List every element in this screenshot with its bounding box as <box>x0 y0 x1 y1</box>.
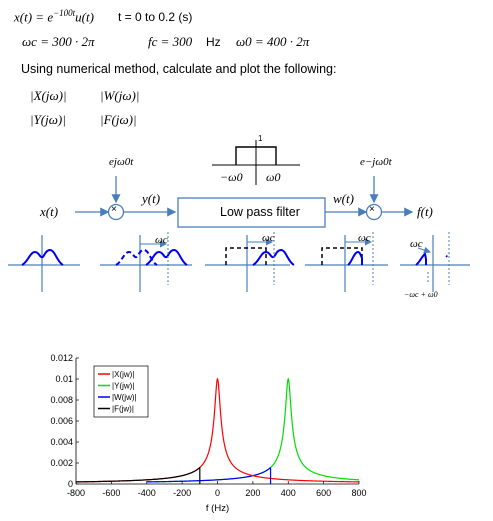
x-tick-label: -800 <box>67 488 85 498</box>
x-tick-label: -600 <box>102 488 120 498</box>
x-tick-label: -400 <box>138 488 156 498</box>
legend-label-3: |F(jw)| <box>112 405 134 414</box>
y-tick-label: 0 <box>68 479 73 489</box>
series-line-1 <box>146 377 360 483</box>
legend-label-0: |X(jw)| <box>112 370 134 379</box>
y-tick-label: 0.004 <box>50 437 73 447</box>
filter-response-sketch <box>212 140 300 185</box>
y-tick-label: 0.01 <box>55 374 73 384</box>
series-line-2 <box>146 467 271 483</box>
spectrum-sketch-3 <box>205 232 295 292</box>
y-tick-label: 0.008 <box>50 395 73 405</box>
y-tick-label: 0.002 <box>50 458 73 468</box>
x-axis-label: f (Hz) <box>206 503 229 514</box>
sketch5-shift-label: −ωc + ω0 <box>404 290 438 299</box>
time-range-label: t = 0 to 0.2 (s) <box>118 10 193 24</box>
signal-equation: x(t) = e−100tu(t) <box>14 8 94 25</box>
sketch3-wc-label: ωc <box>262 232 275 244</box>
filter-label: Low pass filter <box>220 205 300 219</box>
wc-equation: ωc = 300 · 2π <box>22 34 95 49</box>
filter-right-edge: ω0 <box>266 170 281 184</box>
spectrum-sketch-5 <box>400 232 470 292</box>
spectrum-sketch-2 <box>100 232 192 292</box>
quantity-w: |W(jω)| <box>100 88 140 103</box>
filter-left-edge: −ω0 <box>220 170 243 184</box>
multiplier-left-symbol: × <box>111 204 117 215</box>
modulator-left-label: ejω0t <box>109 156 134 168</box>
sketch4-wc-label: ωc <box>358 232 371 244</box>
x-tick-label: 0 <box>215 488 220 498</box>
y-tick-label: 0.006 <box>50 416 73 426</box>
x-tick-label: 200 <box>245 488 260 498</box>
filter-gain-label: 1 <box>258 134 263 143</box>
w0-equation: ω0 = 400 · 2π <box>236 34 310 49</box>
modulator-right-label: e−jω0t <box>360 156 392 168</box>
legend-label-1: |Y(jw)| <box>112 382 134 391</box>
spectrum-sketch-1 <box>8 235 80 292</box>
y-tick-label: 0.012 <box>50 353 73 363</box>
instruction-text: Using numerical method, calculate and pl… <box>21 62 337 76</box>
y-signal-label: y(t) <box>142 191 161 206</box>
x-tick-label: 800 <box>351 488 366 498</box>
fc-unit: Hz <box>206 35 221 49</box>
quantity-x: |X(jω)| <box>30 88 67 103</box>
chart-legend: |X(jw)| |Y(jw)| |W(jw)| |F(jw)| <box>93 365 149 418</box>
multiplier-right <box>365 203 383 221</box>
output-signal-label: f(t) <box>417 204 433 219</box>
multiplier-right-symbol: × <box>369 204 375 215</box>
x-tick-label: 600 <box>316 488 331 498</box>
legend-label-2: |W(jw)| <box>112 393 137 402</box>
w-signal-label: w(t) <box>333 191 354 206</box>
multiplier-left <box>107 203 125 221</box>
x-tick-label: 400 <box>281 488 296 498</box>
sketch5-wc-label: ωc <box>410 238 423 250</box>
input-signal-label: x(t) <box>40 204 59 219</box>
quantity-y: |Y(jω)| <box>30 112 66 127</box>
quantity-f: |F(jω)| <box>100 112 137 127</box>
sketch2-wc-label: ωc <box>155 234 168 246</box>
fc-equation: fc = 300 <box>148 34 193 49</box>
x-tick-label: -200 <box>173 488 191 498</box>
series-line-3 <box>76 467 201 483</box>
lowpass-filter-box <box>177 197 326 228</box>
spectrum-sketch-4 <box>305 232 388 292</box>
